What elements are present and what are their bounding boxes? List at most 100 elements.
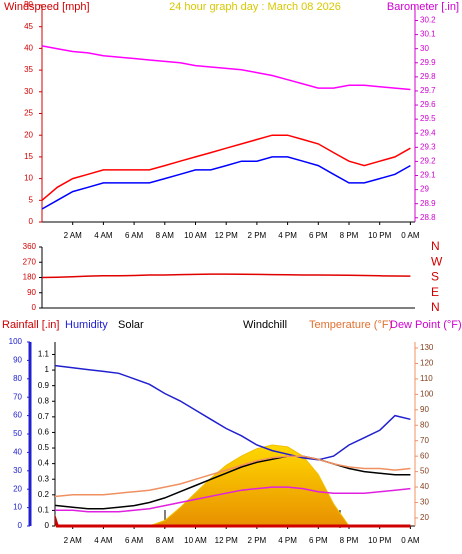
y2-tick-label: 30 [420, 44, 429, 53]
y2-tick-label: 60 [420, 451, 429, 460]
series-line [41, 273, 411, 279]
y-tick-label: 20 [24, 130, 33, 139]
y-tick-label: 100 [9, 337, 23, 346]
x-tick-label: 10 AM [184, 231, 207, 240]
x-tick-label: 6 AM [125, 536, 144, 545]
y-tick-label: 5 [29, 195, 34, 204]
y3-tick-label: 1.1 [38, 350, 50, 359]
x-tick-label: 2 PM [248, 231, 267, 240]
y3-tick-label: 0.4 [38, 459, 50, 468]
plot-area [41, 45, 411, 210]
y2-tick-label: W [431, 254, 443, 268]
series-line [55, 486, 411, 513]
y3-tick-label: 1 [45, 365, 50, 374]
x-tick-label: 10 PM [368, 231, 391, 240]
y-tick-label: 40 [24, 44, 33, 53]
x-tick-label: 8 AM [156, 231, 175, 240]
series-label: Windchill [243, 319, 287, 331]
series-label: Humidity [65, 319, 108, 331]
y3-tick-label: 0 [45, 521, 50, 530]
y2-tick-label: 20 [420, 513, 429, 522]
y2-tick-label: 29.9 [420, 58, 436, 67]
x-tick-label: 4 AM [94, 231, 113, 240]
x-tick-label: 2 AM [64, 231, 83, 240]
x-tick-label: 8 PM [340, 231, 359, 240]
windspeed-label: Windspeed [mph] [4, 1, 90, 13]
series-line [41, 134, 411, 201]
y2-tick-label: 29.7 [420, 86, 436, 95]
series-line [55, 513, 411, 528]
x-tick-label: 6 PM [309, 231, 328, 240]
x-tick-label: 4 PM [278, 231, 297, 240]
y-tick-label: 80 [13, 374, 22, 383]
y2-tick-label: 30 [420, 498, 429, 507]
y-tick-label: 270 [23, 257, 37, 266]
x-tick-label: 8 PM [340, 536, 359, 545]
x-tick-label: 10 PM [368, 536, 391, 545]
y-tick-label: 360 [23, 242, 37, 251]
series-label: Solar [118, 319, 144, 331]
y2-tick-label: 130 [420, 343, 434, 352]
y3-tick-label: 0.8 [38, 396, 50, 405]
y2-tick-label: E [431, 285, 439, 299]
x-tick-label: 6 PM [309, 536, 328, 545]
x-tick-label: 12 PM [215, 231, 238, 240]
y-tick-label: 40 [13, 448, 22, 457]
barometer-label: Barometer [.in] [387, 1, 459, 13]
series-line [55, 455, 411, 498]
y2-tick-label: 30.1 [420, 30, 436, 39]
y-tick-label: 70 [13, 392, 22, 401]
y2-tick-label: 110 [420, 374, 433, 383]
y-tick-label: 45 [24, 22, 33, 31]
y-tick-label: 50 [24, 0, 33, 9]
series-line [55, 455, 411, 510]
y2-tick-label: 40 [420, 482, 429, 491]
y-tick-label: 60 [13, 411, 22, 420]
y3-tick-label: 0.7 [38, 412, 50, 421]
y2-tick-label: N [431, 239, 440, 253]
y2-tick-label: 29.2 [420, 157, 436, 166]
y2-tick-label: 29.1 [420, 171, 436, 180]
y-tick-label: 10 [24, 174, 33, 183]
y-tick-label: 15 [24, 152, 33, 161]
y-tick-label: 25 [24, 109, 33, 118]
y-tick-label: 10 [13, 503, 22, 512]
y2-tick-label: 90 [420, 405, 429, 414]
series-label: Rainfall [.in] [2, 319, 59, 331]
x-tick-label: 10 AM [184, 536, 207, 545]
y2-tick-label: 120 [420, 359, 434, 368]
x-tick-label: 0 AM [401, 231, 420, 240]
y-tick-label: 35 [24, 65, 33, 74]
plot-area [55, 364, 411, 528]
y-tick-label: 90 [13, 356, 22, 365]
y-tick-label: 0 [18, 521, 23, 530]
chart-title: 24 hour graph day : March 08 2026 [169, 1, 341, 13]
y2-tick-label: 29.5 [420, 114, 436, 123]
y2-tick-label: 29.6 [420, 100, 436, 109]
y2-tick-label: 50 [420, 467, 429, 476]
x-tick-label: 2 PM [248, 536, 267, 545]
plot-area [41, 273, 411, 279]
y2-tick-label: 28.9 [420, 199, 436, 208]
y2-tick-label: 100 [420, 389, 434, 398]
series-label: Dew Point (°F) [390, 319, 462, 331]
y3-tick-label: 0.6 [38, 428, 50, 437]
y-tick-label: 90 [27, 288, 36, 297]
x-tick-label: 4 PM [278, 536, 297, 545]
y2-tick-label: 30.2 [420, 16, 436, 25]
y-tick-label: 30 [24, 87, 33, 96]
y-tick-label: 0 [32, 303, 37, 312]
x-tick-label: 12 PM [215, 536, 238, 545]
series-line [41, 156, 411, 210]
y2-tick-label: 29.3 [420, 142, 436, 151]
x-tick-label: 6 AM [125, 231, 144, 240]
y-tick-label: 20 [13, 484, 22, 493]
y2-tick-label: S [431, 270, 439, 284]
y2-tick-label: N [431, 300, 440, 314]
x-tick-label: 0 AM [401, 536, 420, 545]
y2-tick-label: 28.8 [420, 213, 436, 222]
series-line [55, 364, 411, 461]
solar-area [55, 444, 411, 527]
y3-tick-label: 0.1 [38, 506, 50, 515]
